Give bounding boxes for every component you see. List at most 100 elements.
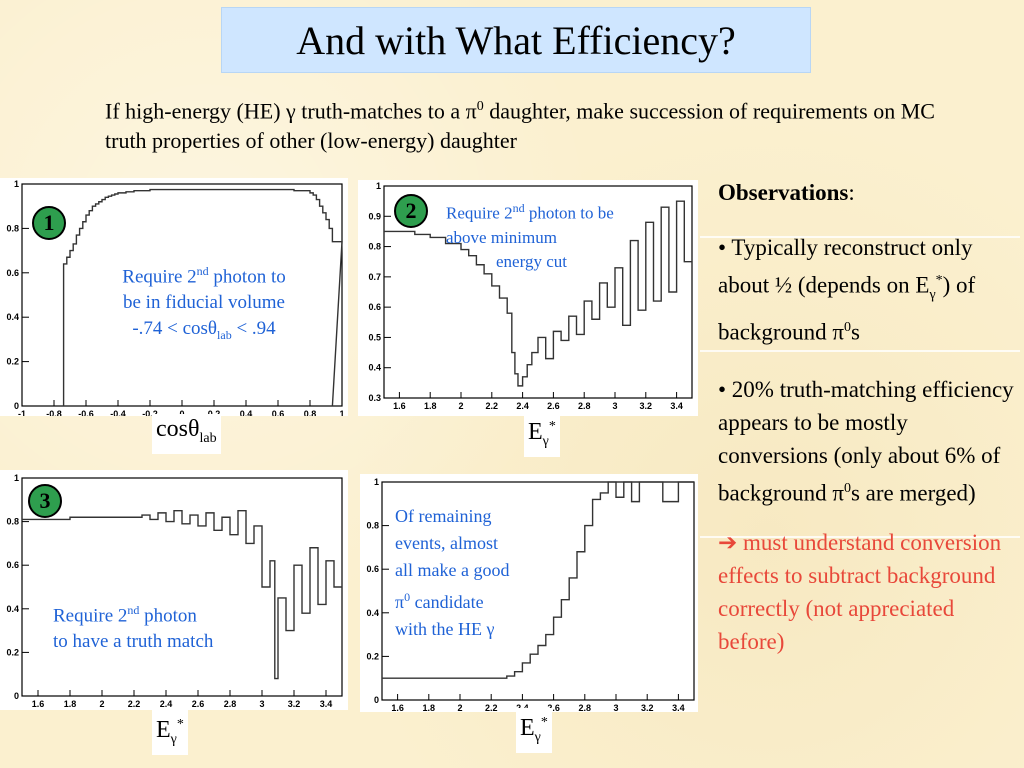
chart-2-ytick-label: 0.7 bbox=[368, 272, 381, 282]
badge-1-label: 1 bbox=[44, 210, 55, 236]
annot1-l3b: < .94 bbox=[232, 318, 276, 339]
chart-2-xtick-label: 2 bbox=[458, 401, 463, 411]
chart-2-xtick-label: 3.4 bbox=[670, 401, 683, 411]
annot1-l1sup: nd bbox=[197, 264, 209, 278]
slide-title-box: And with What Efficiency? bbox=[222, 8, 810, 72]
annot3-l2: to have a truth match bbox=[53, 629, 213, 655]
chart-4-xtick-label: 2.2 bbox=[485, 703, 498, 712]
chart-3-ytick-label: 0.2 bbox=[6, 647, 19, 657]
intro-part2: truth-matches to a bbox=[296, 98, 466, 123]
chart-2-xtick-label: 3 bbox=[612, 401, 617, 411]
chart-2-xtick-label: 1.8 bbox=[424, 401, 437, 411]
xlabel-panel-1: cosθlab bbox=[152, 414, 221, 454]
chart-1-xtick-label: -0.8 bbox=[46, 409, 62, 416]
chart-4-xtick-label: 3.2 bbox=[641, 703, 654, 712]
chart-3-ytick-label: 1 bbox=[14, 473, 19, 483]
annot2-l1a: Require 2 bbox=[446, 204, 513, 223]
badge-1: 1 bbox=[32, 206, 66, 240]
annot1-l1b: photon to bbox=[209, 266, 286, 287]
chart-1-xtick-label: -0.4 bbox=[110, 409, 126, 416]
intro-pi: π bbox=[466, 98, 477, 123]
xlabel4-main: E bbox=[520, 715, 535, 741]
annot1-l1a: Require 2 bbox=[122, 266, 196, 287]
chart-3-xtick-label: 2.2 bbox=[128, 699, 141, 709]
annot1-l3sub: lab bbox=[217, 328, 232, 342]
chart-4-ytick-label: 0.8 bbox=[366, 521, 379, 531]
annot4-l4b: candidate bbox=[410, 592, 483, 612]
obs-b1sup: * bbox=[936, 273, 943, 288]
annot2-l1sup: nd bbox=[513, 201, 525, 215]
chart-2-ytick-label: 0.8 bbox=[368, 242, 381, 252]
annot3-l1b: photon bbox=[139, 605, 197, 626]
chart-3-xtick-label: 2.4 bbox=[160, 699, 173, 709]
chart-2-xtick-label: 3.2 bbox=[640, 401, 653, 411]
obs-b1c: s bbox=[851, 320, 860, 345]
chart-3-xtick-label: 1.8 bbox=[64, 699, 77, 709]
annot-panel-1: Require 2nd photon to be in fiducial vol… bbox=[104, 258, 304, 348]
chart-4-xtick-label: 2 bbox=[457, 703, 462, 712]
intro-sup0: 0 bbox=[477, 99, 484, 114]
chart-1-xtick-label: 1 bbox=[339, 409, 344, 416]
chart-2-ytick-label: 0.6 bbox=[368, 302, 381, 312]
slide-title: And with What Efficiency? bbox=[296, 17, 736, 64]
chart-4-ytick-label: 0 bbox=[374, 695, 379, 705]
intro-part1: If high-energy (HE) bbox=[105, 98, 286, 123]
annot2-l3: energy cut bbox=[446, 250, 614, 274]
xlabel1-main: cosθ bbox=[156, 416, 200, 442]
badge-3-label: 3 bbox=[40, 488, 51, 514]
annot1-l2: be in fiducial volume bbox=[104, 290, 304, 316]
obs-b2b: s are merged) bbox=[851, 481, 976, 506]
obs-b1sub: γ bbox=[929, 287, 935, 302]
chart-4-ytick-label: 0.6 bbox=[366, 564, 379, 574]
xlabel-panel-2: Eγ* bbox=[524, 412, 560, 457]
chart-2-ytick-label: 0.5 bbox=[368, 332, 381, 342]
chart-1-ytick-label: 0 bbox=[14, 401, 19, 411]
xlabel2-main: E bbox=[528, 419, 543, 445]
badge-2: 2 bbox=[394, 194, 428, 228]
xlabel4-sup: * bbox=[541, 715, 548, 730]
chart-4-xtick-label: 3.4 bbox=[672, 703, 685, 712]
chart-4-xtick-label: 2.8 bbox=[579, 703, 592, 712]
chart-2-xtick-label: 2.4 bbox=[516, 401, 529, 411]
obs-b3-text: must understand conversion effects to su… bbox=[718, 530, 1001, 654]
chart-2-ytick-label: 1 bbox=[376, 181, 381, 191]
chart-2-ytick-label: 0.3 bbox=[368, 393, 381, 403]
chart-3-ytick-label: 0.8 bbox=[6, 517, 19, 527]
xlabel3-main: E bbox=[156, 717, 171, 743]
observations-colon: : bbox=[848, 180, 854, 205]
chart-4-xtick-label: 1.8 bbox=[423, 703, 436, 712]
chart-1-ytick-label: 0.2 bbox=[6, 357, 19, 367]
annot-panel-2: Require 2nd photon to be above minimum e… bbox=[446, 196, 614, 274]
chart-3-ytick-label: 0.6 bbox=[6, 560, 19, 570]
chart-3-xtick-label: 2.6 bbox=[192, 699, 205, 709]
annot2-l2: above minimum bbox=[446, 226, 614, 250]
annot4-l5b: γ bbox=[487, 619, 495, 639]
annot4-l2: events, almost bbox=[395, 530, 509, 557]
annot4-l4a: π bbox=[395, 592, 404, 612]
chart-2-xtick-label: 2.6 bbox=[547, 401, 560, 411]
annot4-l1: Of remaining bbox=[395, 503, 509, 530]
chart-1-xtick-label: 0.6 bbox=[272, 409, 285, 416]
chart-2-xtick-label: 1.6 bbox=[393, 401, 406, 411]
observations-panel: Observations: • Typically reconstruct on… bbox=[718, 176, 1018, 672]
annot1-l3a: -.74 < cosθ bbox=[132, 318, 217, 339]
xlabel-panel-3: Eγ* bbox=[152, 710, 188, 755]
chart-3-xtick-label: 2.8 bbox=[224, 699, 237, 709]
chart-4-ytick-label: 1 bbox=[374, 477, 379, 487]
chart-1-xtick-label: 0.4 bbox=[240, 409, 253, 416]
xlabel3-sup: * bbox=[177, 717, 184, 732]
observations-heading: Observations bbox=[718, 180, 848, 205]
intro-text: If high-energy (HE) γ truth-matches to a… bbox=[105, 92, 965, 156]
xlabel2-sup: * bbox=[549, 419, 556, 434]
chart-3-xtick-label: 1.6 bbox=[32, 699, 45, 709]
chart-4-xtick-label: 3 bbox=[613, 703, 618, 712]
annot3-l1a: Require 2 bbox=[53, 605, 127, 626]
chart-1-xtick-label: -1 bbox=[18, 409, 26, 416]
chart-3-ytick-label: 0.4 bbox=[6, 604, 19, 614]
badge-3: 3 bbox=[28, 484, 62, 518]
annot-panel-4: Of remaining events, almost all make a g… bbox=[395, 503, 509, 643]
annot2-l1b: photon to be bbox=[525, 204, 614, 223]
chart-2-ytick-label: 0.9 bbox=[368, 211, 381, 221]
arrow-icon: ➔ bbox=[718, 530, 737, 555]
chart-1-ytick-label: 0.4 bbox=[6, 312, 19, 322]
